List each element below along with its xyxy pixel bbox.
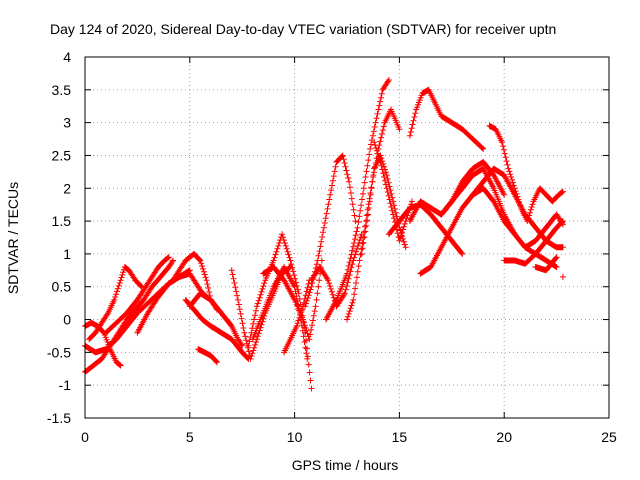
series-arc28 [486,122,566,225]
y-tick-label: -0.5 [47,344,71,360]
series-arc30 [522,211,566,251]
y-axis-label: SDTVAR / TECUs [5,182,21,294]
series-arc29 [501,218,566,267]
y-tick-label: 1.5 [52,213,72,229]
y-tick-label: -1.5 [47,410,71,426]
series-arc17 [308,231,365,310]
series-arc18 [323,77,392,323]
series-arc7 [170,250,214,303]
axis-ticks: 0 5 10 15 20 25 -1.5 -1 -0.5 0 0.5 1 1.5 2 2.5 3 3.5 4 [47,49,617,445]
series-markers [438,165,560,270]
series-markers [532,254,560,274]
series-markers [103,254,172,336]
y-tick-label: 1 [63,246,71,262]
series-markers [501,218,566,267]
series-arc5 [103,254,172,336]
series-markers [522,211,566,251]
series-arc32 [559,273,566,280]
x-tick-label: 15 [392,429,408,445]
series-markers [308,231,365,310]
x-tick-label: 10 [287,429,303,445]
y-tick-label: 4 [63,49,71,65]
series-arc31 [532,254,560,274]
series-markers [559,273,566,280]
y-tick-label: 2.5 [52,147,72,163]
series-arc23 [406,86,487,152]
y-tick-label: 0.5 [52,279,72,295]
chart-title: Day 124 of 2020, Sidereal Day-to-day VTE… [50,21,556,37]
series-markers [195,346,220,366]
y-tick-label: 2 [63,180,71,196]
y-tick-label: 3 [63,115,71,131]
y-tick-label: 0 [63,312,71,328]
series-markers [323,77,392,323]
plot-frame [84,56,610,419]
series-arc15 [281,277,313,356]
series-markers [406,86,487,152]
x-axis-label: GPS time / hours [292,457,399,473]
x-tick-label: 25 [601,429,617,445]
x-tick-label: 20 [496,429,512,445]
series-markers [281,277,313,356]
y-tick-label: 3.5 [52,82,72,98]
series-arc10 [195,346,220,366]
series-arc9 [182,296,252,362]
y-tick-label: -1 [59,377,72,393]
series-arc26 [438,165,560,270]
series-markers [170,250,214,303]
x-tick-label: 5 [186,429,194,445]
series-markers [182,296,252,362]
series-arc3 [86,264,145,343]
series-markers [486,122,566,225]
x-tick-label: 0 [81,429,89,445]
series-markers [86,264,145,343]
